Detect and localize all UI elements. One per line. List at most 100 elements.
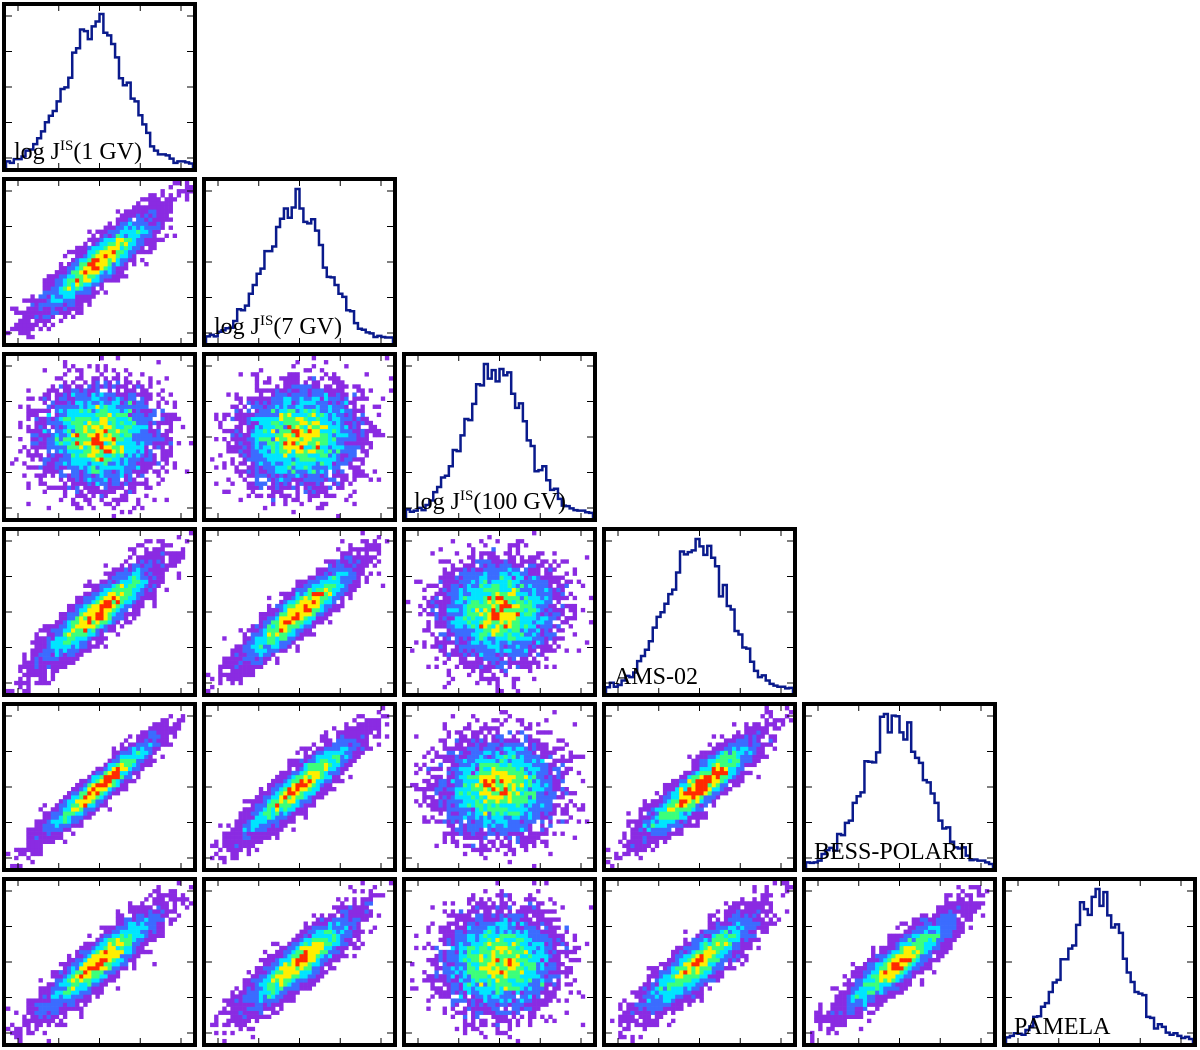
density-cell bbox=[26, 847, 31, 853]
density-cell bbox=[62, 286, 68, 291]
density-cell bbox=[254, 847, 260, 853]
density-cell bbox=[46, 660, 52, 665]
density-cell bbox=[271, 396, 276, 401]
density-cell bbox=[348, 563, 353, 568]
density-cell bbox=[218, 664, 223, 669]
density-cell bbox=[46, 441, 52, 446]
density-cell bbox=[454, 591, 460, 597]
density-cell bbox=[479, 583, 484, 588]
density-cell bbox=[344, 575, 349, 580]
density-cell bbox=[79, 599, 84, 605]
density-cell bbox=[360, 469, 365, 474]
density-cell bbox=[458, 612, 464, 617]
density-cell bbox=[483, 648, 488, 653]
density-cell bbox=[115, 278, 121, 283]
density-cell bbox=[311, 416, 317, 422]
density-cell bbox=[111, 445, 117, 450]
density-cell bbox=[58, 823, 64, 828]
density-cell bbox=[234, 823, 239, 828]
density-cell bbox=[119, 603, 125, 609]
density-cell bbox=[144, 424, 149, 430]
density-cell bbox=[87, 396, 92, 401]
density-cell bbox=[83, 461, 88, 466]
density-cell bbox=[156, 473, 161, 478]
density-cell bbox=[295, 591, 300, 597]
density-cell bbox=[552, 587, 557, 593]
density-cell bbox=[283, 803, 288, 808]
density-cell bbox=[503, 587, 508, 593]
density-cell bbox=[83, 628, 88, 633]
density-cell bbox=[503, 660, 508, 665]
density-cell bbox=[144, 758, 149, 763]
density-cell bbox=[54, 441, 60, 446]
density-cell bbox=[352, 392, 357, 397]
density-cell bbox=[303, 477, 308, 482]
density-cell bbox=[123, 416, 129, 422]
density-cell bbox=[556, 575, 561, 580]
density-cell bbox=[42, 286, 47, 291]
density-cell bbox=[234, 437, 239, 442]
density-cell bbox=[275, 384, 280, 389]
density-cell bbox=[30, 847, 35, 853]
density-cell bbox=[180, 555, 186, 560]
density-cell bbox=[132, 742, 137, 747]
density-cell bbox=[50, 404, 56, 409]
density-cell bbox=[283, 603, 288, 609]
density-cell bbox=[323, 469, 329, 474]
density-cell bbox=[62, 624, 68, 629]
density-cell bbox=[156, 469, 161, 474]
density-cell bbox=[303, 624, 308, 629]
density-cell bbox=[91, 286, 96, 291]
density-cell bbox=[66, 811, 72, 816]
density-cell bbox=[230, 652, 235, 657]
density-cell bbox=[184, 185, 190, 190]
density-cell bbox=[348, 587, 353, 593]
density-cell bbox=[511, 607, 517, 613]
density-cell bbox=[111, 274, 117, 279]
density-cell bbox=[332, 457, 337, 462]
density-cell bbox=[58, 432, 64, 438]
density-cell bbox=[323, 612, 329, 617]
density-cell bbox=[136, 241, 141, 247]
density-cell bbox=[450, 599, 456, 605]
density-cell bbox=[210, 457, 215, 462]
density-cell bbox=[360, 428, 365, 434]
density-cell bbox=[291, 509, 296, 515]
density-cell bbox=[327, 449, 333, 454]
density-cell bbox=[46, 388, 52, 393]
density-cell bbox=[115, 599, 121, 605]
density-cell bbox=[291, 485, 296, 490]
density-cell bbox=[544, 583, 549, 588]
density-cell bbox=[160, 412, 165, 418]
density-cell bbox=[66, 823, 72, 828]
density-cell bbox=[75, 782, 80, 788]
density-cell bbox=[107, 465, 112, 470]
density-cell bbox=[30, 859, 35, 865]
density-cell bbox=[479, 559, 484, 564]
density-cell bbox=[164, 543, 169, 548]
density-cell bbox=[111, 376, 117, 381]
density-cell bbox=[548, 575, 553, 580]
density-cell bbox=[107, 766, 112, 772]
density-cell bbox=[30, 831, 35, 836]
density-cell bbox=[152, 213, 157, 218]
density-cell bbox=[66, 428, 72, 434]
density-cell bbox=[136, 400, 141, 405]
density-cell bbox=[14, 847, 19, 853]
density-cell bbox=[327, 376, 333, 381]
density-cell bbox=[515, 599, 521, 605]
density-cell bbox=[111, 457, 117, 462]
density-cell bbox=[119, 217, 125, 222]
density-cell bbox=[58, 831, 64, 836]
density-cell bbox=[79, 282, 84, 287]
density-cell bbox=[527, 579, 533, 584]
density-cell bbox=[266, 620, 272, 625]
density-cell bbox=[160, 555, 165, 560]
density-cell bbox=[372, 563, 378, 568]
density-cell bbox=[42, 624, 47, 629]
density-cell bbox=[291, 612, 296, 617]
density-cell bbox=[58, 644, 64, 649]
density-cell bbox=[523, 664, 529, 669]
density-cell bbox=[115, 603, 121, 609]
density-cell bbox=[242, 636, 247, 641]
